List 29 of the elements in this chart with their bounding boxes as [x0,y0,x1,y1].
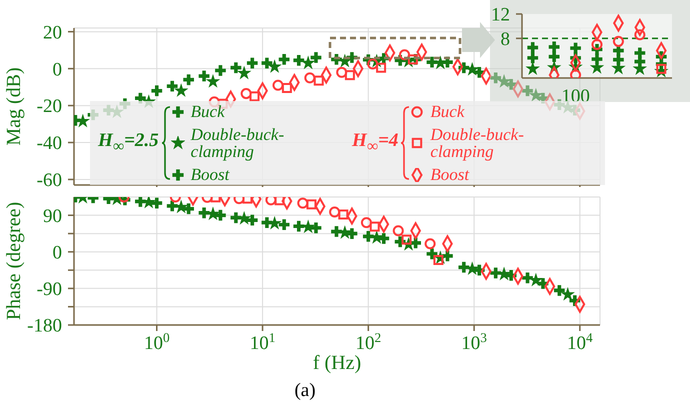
x-tick-label: 10$^{3}$ [461,330,488,354]
legend-label: Boost [430,165,470,184]
y-axis-title: Phase (degree) [3,202,25,320]
x-tick-label: 10$^{0}$ [144,330,170,354]
y-tick-label: 90 [43,206,62,227]
y-tick-label: -180 [27,316,62,337]
y-tick-label: 0 [52,59,62,80]
legend-label: Boost [190,165,231,184]
y-tick-label: -60 [36,170,62,192]
x-tick-label: 100 [561,86,590,107]
legend-label: Double-buck-clamping [190,125,286,161]
x-tick-label: 10$^{2}$ [355,330,382,354]
y-tick-label: -40 [36,133,62,154]
legend-label: Buck [430,102,466,121]
text: (a) [293,380,317,402]
legend-label: Buck [190,102,226,121]
y-tick-label: 20 [43,22,62,44]
y-tick-label: 12 [491,4,510,26]
y-tick-label: 8 [500,29,510,50]
y-tick-label: 0 [52,242,62,264]
x-axis-title: f (Hz) [312,352,362,374]
y-tick-label: -90 [36,279,62,300]
y-axis-title: Mag (dB) [3,67,25,146]
y-tick-label: -20 [36,96,62,118]
legend-label: Double-buck-clamping [430,125,525,161]
annotation: H$_{∞}$=4 [352,130,398,156]
annotation: H$_{∞}$=2.5 [98,130,159,156]
x-tick-label: 10$^{1}$ [250,330,276,354]
x-tick-label: 10$^{4}$ [567,330,594,354]
